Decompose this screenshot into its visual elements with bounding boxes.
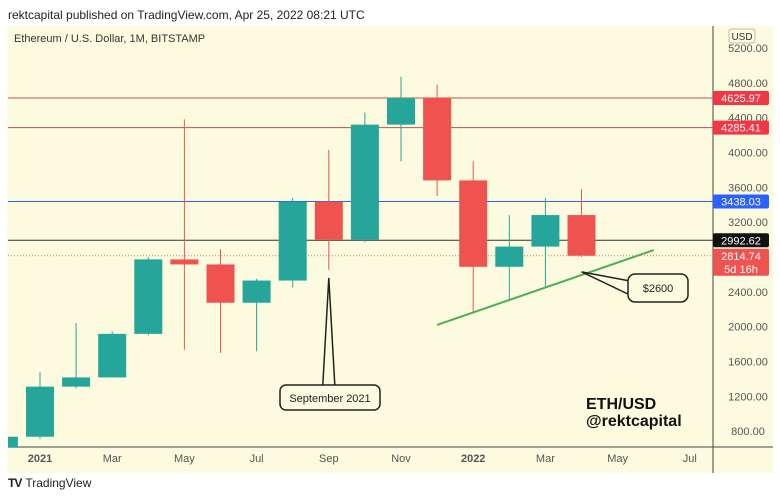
level-label: 2992.62	[721, 235, 761, 247]
candle-body	[134, 259, 163, 334]
y-tick-label: 3200.00	[728, 217, 768, 229]
candle-body	[387, 97, 415, 125]
candle-body	[423, 97, 452, 181]
y-tick-label: 4800.00	[728, 78, 768, 90]
x-tick-label: 2022	[461, 453, 485, 465]
tradingview-brand[interactable]: TV TradingView	[8, 476, 91, 490]
tradingview-logo-icon: TV	[8, 476, 22, 490]
callout-box	[627, 273, 689, 303]
candle-body	[62, 377, 91, 387]
y-tick-label: 800.00	[731, 426, 765, 438]
candle-body	[206, 264, 235, 303]
y-tick-label: 2400.00	[728, 287, 768, 299]
x-tick-label: 2021	[28, 453, 52, 465]
watermark-line: @rektcapital	[586, 413, 682, 430]
currency-badge	[728, 28, 756, 44]
candle-body	[26, 386, 54, 437]
callout-text: $2600	[643, 283, 674, 295]
x-tick-label: Mar	[103, 453, 122, 465]
level-badge	[713, 233, 769, 248]
candle-body	[170, 259, 199, 265]
candle-body	[567, 215, 596, 256]
candle-body	[495, 246, 524, 267]
candle-body	[350, 124, 379, 240]
x-tick-label: May	[607, 453, 628, 465]
callout-text: September 2021	[289, 393, 370, 405]
candle-body	[314, 201, 343, 240]
level-badge	[713, 120, 769, 135]
x-tick-label: Jul	[683, 453, 697, 465]
x-tick-label: Jul	[250, 453, 264, 465]
x-tick-label: Sep	[319, 453, 339, 465]
callout-pointer	[322, 277, 336, 386]
level-badge	[713, 90, 769, 105]
x-tick-label: Nov	[391, 453, 411, 465]
brand-label: TradingView	[25, 476, 92, 490]
trendline	[436, 249, 655, 326]
x-tick-label: May	[174, 453, 195, 465]
countdown-label: 5d 16h	[724, 264, 758, 276]
x-tick-label: Mar	[536, 453, 555, 465]
y-tick-label: 4000.00	[728, 148, 768, 160]
y-tick-label: 3600.00	[728, 182, 768, 194]
level-label: 3438.03	[721, 196, 761, 208]
y-tick-label: 1600.00	[728, 357, 768, 369]
level-badge	[713, 194, 769, 209]
candle-body	[459, 180, 488, 267]
y-tick-label: 2000.00	[728, 322, 768, 334]
last-price-label: 2814.74	[721, 251, 761, 263]
candle-body	[278, 201, 307, 281]
candle-body	[98, 333, 127, 378]
watermark-line: ETH/USD	[586, 396, 656, 413]
y-tick-label: 1200.00	[728, 391, 768, 403]
y-tick-label: 5200.00	[728, 43, 768, 55]
level-label: 4285.41	[721, 123, 761, 135]
callout-pointer	[581, 271, 633, 297]
last-price-badge	[713, 248, 769, 276]
callout-box	[279, 384, 381, 411]
chart-title: Ethereum / U.S. Dollar, 1M, BITSTAMP	[14, 33, 205, 45]
candle-body	[531, 215, 560, 247]
publish-info: rektcapital published on TradingView.com…	[8, 8, 365, 22]
candle-body	[242, 280, 271, 303]
candle-body	[8, 436, 18, 448]
level-label: 4625.97	[721, 93, 761, 105]
currency-label: USD	[731, 32, 752, 43]
